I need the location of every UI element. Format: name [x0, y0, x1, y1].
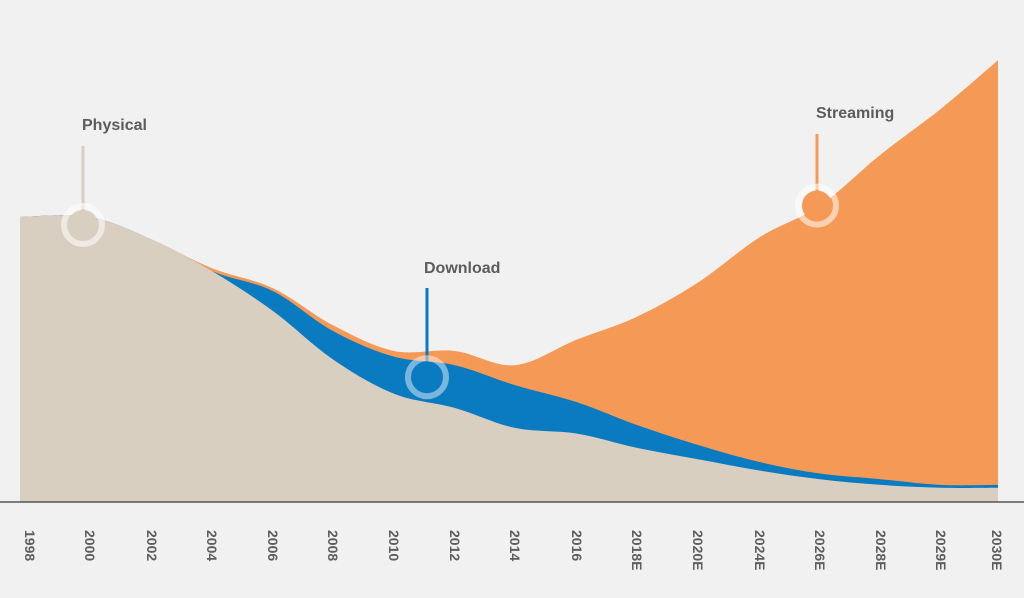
annotation-ring — [405, 355, 449, 400]
x-tick-label: 2026E — [812, 530, 828, 570]
x-tick-label: 2024E — [752, 530, 768, 570]
annotation-marker — [412, 362, 442, 393]
annotation-label: Physical — [82, 117, 147, 134]
x-tick-label: 2029E — [933, 530, 949, 570]
annotation-label: Download — [424, 260, 500, 277]
x-tick-label: 2006 — [265, 530, 281, 561]
x-tick-label: 2010 — [386, 530, 402, 561]
annotations-layer: Physical Download Streaming — [61, 105, 894, 400]
annotation-ring — [61, 203, 105, 247]
x-tick-label: 2000 — [82, 530, 98, 561]
x-tick-label: 2016 — [569, 530, 585, 561]
x-tick-label: 2020E — [690, 530, 706, 570]
annotation-download: Download — [405, 260, 500, 400]
annotation-marker — [68, 210, 98, 240]
x-axis-ticks: 1998 2000 2002 2004 2006 2008 2010 2012 2014 2016… — [22, 530, 1005, 570]
x-tick-label: 2018E — [629, 530, 645, 570]
annotation-ring — [795, 183, 839, 228]
x-tick-label: 2030E — [989, 530, 1005, 570]
x-tick-label: 2012 — [447, 530, 463, 561]
x-tick-label: 2028E — [873, 530, 889, 570]
x-tick-label: 2004 — [204, 530, 220, 561]
x-tick-label: 1998 — [22, 530, 38, 561]
annotation-label: Streaming — [816, 105, 894, 122]
x-tick-label: 2002 — [144, 530, 160, 561]
annotation-physical: Physical — [61, 117, 147, 247]
areas-layer — [20, 60, 998, 503]
annotation-streaming: Streaming — [795, 105, 894, 228]
annotation-marker — [802, 190, 832, 221]
area-physical — [20, 215, 998, 503]
x-tick-label: 2014 — [507, 530, 523, 561]
x-tick-label: 2008 — [325, 530, 341, 561]
